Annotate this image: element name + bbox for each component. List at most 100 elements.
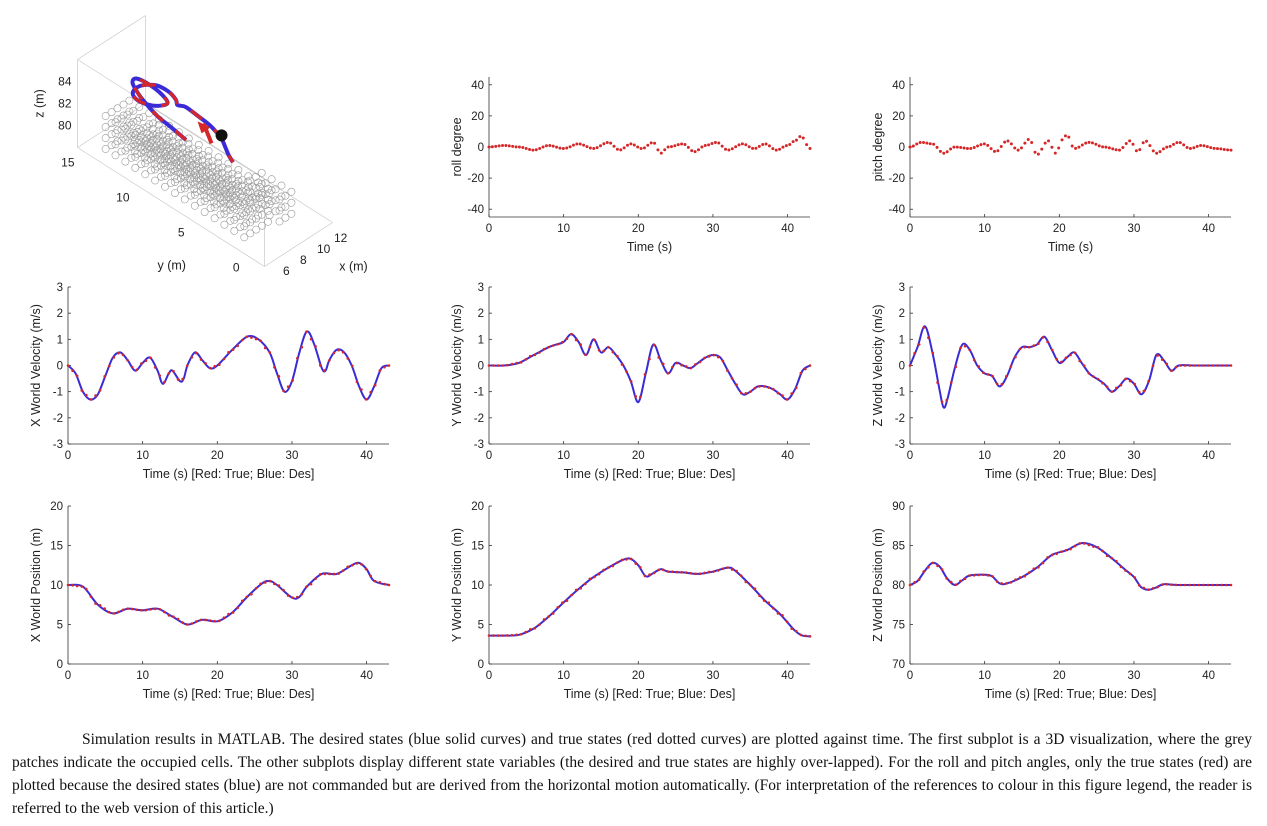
- true-state-dot: [1119, 383, 1123, 387]
- true-state-dot: [620, 558, 624, 562]
- true-state-dot: [799, 371, 803, 375]
- true-state-dot: [544, 144, 548, 148]
- occupied-cell: [158, 131, 167, 139]
- true-state-dot: [551, 144, 555, 148]
- occupied-cell: [161, 182, 169, 191]
- true-state-dot: [548, 143, 552, 147]
- true-state-dot: [355, 562, 359, 565]
- x-tick-label: 10: [317, 242, 331, 256]
- true-state-dot: [568, 145, 572, 149]
- occupied-cell: [261, 201, 270, 209]
- true-state-dot: [713, 140, 717, 144]
- x-tick-label: 10: [557, 223, 570, 235]
- true-state-dot: [80, 389, 84, 392]
- occupied-cell: [224, 165, 232, 173]
- occupied-cell: [184, 150, 193, 159]
- occupied-cell: [127, 153, 136, 162]
- occupied-cell: [117, 147, 126, 156]
- occupied-cell: [159, 158, 167, 167]
- true-state-dot: [1225, 583, 1228, 587]
- true-state-dot: [908, 364, 912, 367]
- occupied-cell: [196, 197, 205, 206]
- true-state-dot: [1202, 144, 1206, 148]
- occupied-cell: [141, 170, 150, 179]
- true-state-dot: [524, 630, 527, 634]
- occupied-cell: [159, 125, 167, 134]
- true-state-dot: [492, 364, 495, 367]
- true-state-dot: [204, 362, 207, 365]
- true-state-dot: [772, 387, 775, 391]
- occupied-cell: [190, 201, 199, 210]
- occupied-cell: [190, 185, 199, 193]
- true-state-dot: [1179, 364, 1182, 367]
- true-state-dot: [739, 391, 743, 395]
- true-state-dot: [332, 351, 336, 355]
- z-tick-label: 82: [58, 97, 72, 111]
- true-state-dot: [928, 142, 932, 146]
- true-state-dot: [1121, 146, 1125, 150]
- true-state-dot: [1016, 148, 1020, 152]
- occupied-cell: [220, 198, 229, 207]
- x-tick-label: 0: [486, 223, 492, 235]
- true-state-dot: [1188, 583, 1192, 587]
- true-state-dot: [949, 580, 953, 584]
- true-state-dot: [1014, 578, 1017, 581]
- true-state-dot: [639, 565, 642, 569]
- occupied-cell: [152, 134, 161, 143]
- occupied-cell: [200, 197, 209, 205]
- true-state-dot: [538, 623, 541, 626]
- true-state-dot: [195, 620, 198, 623]
- x-tick-label: 0: [907, 223, 913, 235]
- occupied-cell: [254, 211, 263, 220]
- true-state-dot: [1077, 145, 1081, 149]
- occupied-cell: [210, 203, 219, 212]
- occupied-cell: [208, 157, 217, 166]
- occupied-cell: [121, 124, 130, 133]
- true-state-dot: [798, 135, 802, 139]
- true-state-dot: [75, 374, 79, 378]
- occupied-cell: [194, 157, 203, 165]
- true-state-dot: [1128, 379, 1132, 383]
- true-state-dot: [341, 350, 345, 354]
- x-tick-label: 30: [707, 450, 720, 462]
- occupied-cell: [248, 204, 257, 213]
- y-tick-label: 1: [899, 334, 905, 346]
- true-state-dot: [497, 144, 501, 148]
- true-state-dot: [268, 351, 272, 354]
- true-state-dot: [643, 373, 647, 376]
- true-state-dot: [767, 386, 771, 389]
- true-state-dot: [144, 359, 148, 363]
- true-state-dot: [808, 364, 812, 367]
- true-state-dot: [570, 332, 573, 336]
- true-state-dot: [1087, 371, 1091, 375]
- occupied-cell: [236, 223, 245, 231]
- y-tick-label: 5: [478, 620, 484, 632]
- occupied-cell: [113, 104, 122, 113]
- true-state-dot: [751, 146, 755, 150]
- occupied-cell: [186, 191, 195, 200]
- occupied-cell: [220, 204, 228, 212]
- occupied-cell: [151, 165, 159, 174]
- y-tick-label: 0: [233, 261, 240, 275]
- true-state-dot: [1073, 544, 1077, 548]
- true-state-dot: [570, 593, 573, 597]
- true-state-dot: [185, 364, 189, 367]
- true-state-dot: [364, 398, 368, 401]
- occupied-cell: [107, 141, 116, 150]
- occupied-cell: [234, 198, 243, 207]
- true-state-dot: [675, 570, 679, 574]
- true-state-dot: [643, 574, 647, 578]
- true-state-dot: [735, 383, 738, 386]
- occupied-cell: [222, 190, 230, 198]
- occupied-cell: [227, 175, 236, 184]
- true-state-dot: [176, 378, 180, 381]
- axes-box-edge: [77, 15, 146, 60]
- true-state-dot: [649, 141, 653, 145]
- occupied-cell: [119, 122, 128, 131]
- occupied-cell: [245, 198, 254, 207]
- true-state-dot: [762, 599, 766, 602]
- true-state-dot: [140, 362, 143, 365]
- occupied-cell: [172, 175, 181, 184]
- true-state-dot: [153, 366, 157, 369]
